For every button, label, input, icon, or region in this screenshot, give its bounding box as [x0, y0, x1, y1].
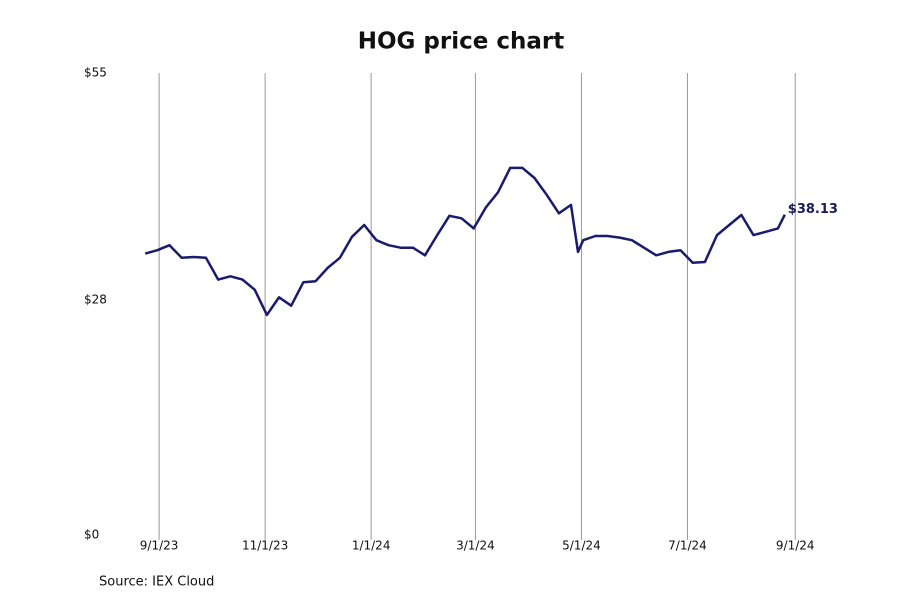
price-line — [144, 166, 786, 317]
x-tick-label: 11/1/23 — [242, 539, 288, 553]
y-tick-label: $28 — [84, 292, 107, 306]
chart-title: HOG price chart — [358, 29, 564, 55]
x-tick-label: 9/1/23 — [140, 539, 179, 553]
x-tick-label: 7/1/24 — [668, 539, 707, 553]
x-tick-label: 9/1/24 — [776, 539, 815, 553]
end-label: $38.13 — [788, 202, 838, 217]
source: Source: IEX Cloud — [99, 575, 214, 590]
x-tick-label: 1/1/24 — [352, 539, 391, 553]
y-tick-label: $0 — [84, 528, 99, 542]
y-tick-label: $55 — [84, 66, 107, 80]
x-tick-label: 5/1/24 — [562, 539, 601, 553]
x-tick-label: 3/1/24 — [456, 539, 495, 553]
